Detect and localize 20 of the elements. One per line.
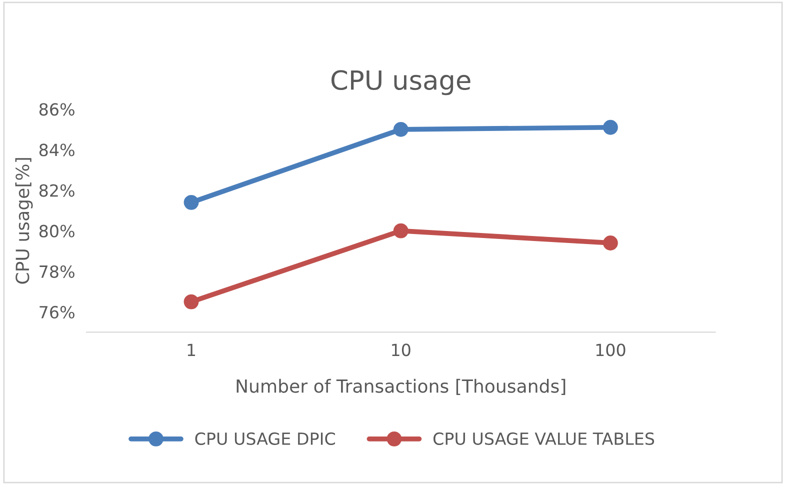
point xyxy=(393,223,408,238)
chart-title: CPU usage xyxy=(332,70,470,96)
point xyxy=(602,120,618,135)
y-tick-label: 76% xyxy=(40,306,74,319)
point xyxy=(184,294,199,310)
legend-label: CPU USAGE DPIC xyxy=(195,432,335,445)
y-axis-title: CPU usage[%] xyxy=(15,158,33,284)
point xyxy=(393,122,408,137)
y-tick-label: 86% xyxy=(39,103,74,116)
x-tick-label: 10 xyxy=(392,344,410,356)
x-axis-title: Number of Transactions [Thousands] xyxy=(236,378,566,396)
point xyxy=(184,194,199,210)
y-tick-label: 78% xyxy=(40,265,74,278)
y-tick-label: 82% xyxy=(39,184,74,197)
point xyxy=(602,236,618,250)
legend-label: CPU USAGE VALUE TABLES xyxy=(433,432,654,445)
x-tick-label: 1 xyxy=(188,344,196,356)
y-tick-label: 84% xyxy=(39,144,74,156)
y-tick-label: 80% xyxy=(39,224,74,238)
x-tick-label: 100 xyxy=(596,344,626,356)
